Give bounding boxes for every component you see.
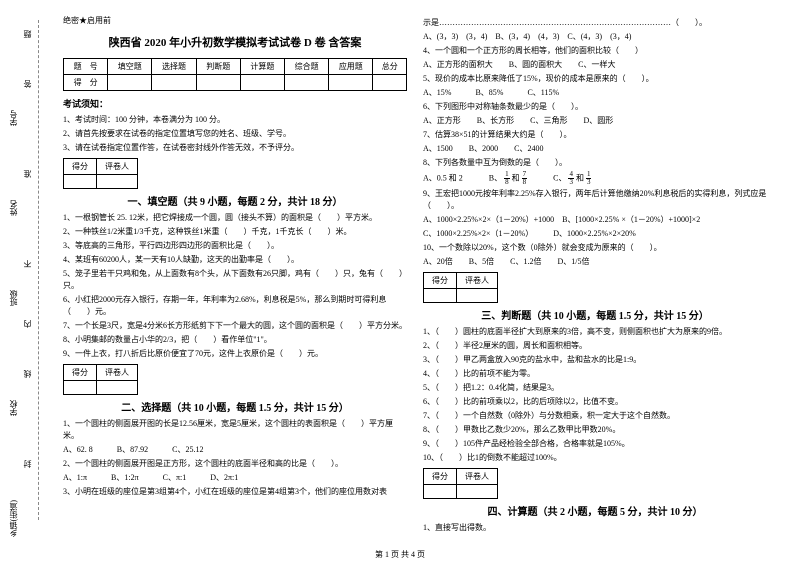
section-title: 三、判断题（共 10 小题，每题 1.5 分，共计 15 分） [423, 307, 767, 322]
binding-label: 班级 [8, 290, 19, 306]
binding-label: 学校 [8, 400, 19, 416]
q: 10、一个数除以20%，这个数（0除外）就会变成为原来的（ ）。 [423, 242, 767, 254]
binding-label: 题 [22, 30, 33, 38]
opts: A、(3，3) (3，4) B、(3，4) (4，3) C、(4，3) (3，4… [423, 31, 767, 43]
q: 4、一个圆和一个正方形的周长相等，他们的面积比较（ ） [423, 45, 767, 57]
notice-item: 2、请首先按要求在试卷的指定位置填写您的姓名、班级、学号。 [63, 128, 407, 139]
opts: A、1000×2.25%×2×（1－20%）+1000 B、[1000×2.25… [423, 214, 767, 226]
binding-label: 答 [22, 80, 33, 88]
th: 选择题 [152, 59, 196, 75]
q: 7、（ ）一个自然数（0除外）与分数相乘，积一定大于这个自然数。 [423, 410, 767, 422]
q: 2、（ ）半径2厘米的圆，周长和面积相等。 [423, 340, 767, 352]
th: 题 号 [64, 59, 108, 75]
q: 6、下列图形中对称轴条数最少的是（ ）。 [423, 101, 767, 113]
q: 9、（ ）105件产品经检验全部合格，合格率就是105%。 [423, 438, 767, 450]
binding-label: 封 [22, 460, 33, 468]
q: 1、一根钢管长 25. 12米，把它焊接成一个圆，圆（接头不算）的面积是（ ）平… [63, 212, 407, 224]
grader-table: 得分评卷人 [63, 158, 138, 189]
section-title: 一、填空题（共 9 小题，每题 2 分，共计 18 分） [63, 193, 407, 208]
q: 4、（ ）比的前项不能为零。 [423, 368, 767, 380]
opts: A、15% B、85% C、115% [423, 87, 767, 99]
grader-table: 得分评卷人 [423, 468, 498, 499]
opts: A、20倍 B、5倍 C、1.2倍 D、1/5倍 [423, 256, 767, 268]
binding-label: 线 [22, 370, 33, 378]
q: 1、一个圆柱的侧面展开图的长是12.56厘米，宽是5厘米，这个圆柱的表面积是（ … [63, 418, 407, 442]
section-title: 二、选择题（共 10 小题，每题 1.5 分，共计 15 分） [63, 399, 407, 414]
q: 9、一件上衣，打八折后比原价便宜了70元，这件上衣原价是（ ）元。 [63, 348, 407, 360]
th: 总分 [373, 59, 407, 75]
th: 判断题 [196, 59, 240, 75]
th: 综合题 [285, 59, 329, 75]
opts: A、正方形 B、长方形 C、三角形 D、圆形 [423, 115, 767, 127]
notice-item: 1、考试时间：100 分钟，本卷满分为 100 分。 [63, 114, 407, 125]
binding-label: 不 [22, 260, 33, 268]
th: 填空题 [108, 59, 152, 75]
q: 7、估算38×51的计算结果大约是（ ）。 [423, 129, 767, 141]
q: 10、（ ）比1的倒数不能超过100%。 [423, 452, 767, 464]
grader-table: 得分评卷人 [423, 272, 498, 303]
section-title: 四、计算题（共 2 小题，每题 5 分，共计 10 分） [423, 503, 767, 518]
q: 3、小明在班级的座位是第3组第4个，小红在班级的座位是第4组第3个，他们的座位用… [63, 486, 407, 498]
opts: A、1500 B、2000 C、2400 [423, 143, 767, 155]
opts: A、正方形的面积大 B、圆的面积大 C、一样大 [423, 59, 767, 71]
opts: C、1000×2.25%×2×（1－20%） D、1000×2.25%×2×20… [423, 228, 767, 240]
secret-label: 绝密★启用前 [63, 15, 407, 26]
q: 8、下列各数量中互为倒数的是（ ）。 [423, 157, 767, 169]
right-column: 示是……………………………………………………………………………（ ）。 A、(3… [415, 15, 775, 525]
q: 2、一个圆柱的侧面展开图是正方形，这个圆柱的底面半径和高的比是（ ）。 [63, 458, 407, 470]
q: 1、（ ）圆柱的底面半径扩大到原来的3倍，高不变，则侧面积也扩大为原来的9倍。 [423, 326, 767, 338]
page-footer: 第 1 页 共 4 页 [0, 549, 800, 560]
q: 6、小红把2000元存入银行，存期一年，年利率为2.68%，利息税是5%，那么到… [63, 294, 407, 318]
q: 8、（ ）甲数比乙数少20%，那么乙数甲比甲数20%。 [423, 424, 767, 436]
q: 7、一个长是3尺，宽是4分米6长方形纸剪下下一个最大的圆，这个圆的面积是（ ）平… [63, 320, 407, 332]
binding-label: 学号 [8, 110, 19, 126]
left-column: 绝密★启用前 陕西省 2020 年小升初数学模拟考试试卷 D 卷 含答案 题 号… [55, 15, 415, 525]
q: 6、（ ）比的前项乘以2，比的后项除以2，比值不变。 [423, 396, 767, 408]
q: 5、现价的成本比原来降低了15%，现价的成本是原来的（ ）。 [423, 73, 767, 85]
opts: A、1:π B、1:2π C、π:1 D、2π:1 [63, 472, 407, 484]
q: 5、（ ）把1.2：0.4化简，结果是3。 [423, 382, 767, 394]
q: 2、一种铁丝1/2米重1/3千克，这种铁丝1米重（ ）千克，1千克长（ ）米。 [63, 226, 407, 238]
q: 3、等底高的三角形，平行四边形四边形的面积比是（ ）。 [63, 240, 407, 252]
th: 计算题 [240, 59, 284, 75]
q: 5、笼子里若干只鸡和兔，从上面数有8个头，从下面数有26只脚，鸡有（ ）只，兔有… [63, 268, 407, 292]
binding-label: 内 [22, 320, 33, 328]
q: 9、王宏把1000元按年利率2.25%存入银行，两年后计算他缴纳20%利息税后的… [423, 188, 767, 212]
th: 应用题 [329, 59, 373, 75]
exam-title: 陕西省 2020 年小升初数学模拟考试试卷 D 卷 含答案 [63, 34, 407, 50]
score-table: 题 号 填空题 选择题 判断题 计算题 综合题 应用题 总分 得 分 [63, 58, 407, 91]
grader-table: 得分评卷人 [63, 364, 138, 395]
binding-label: 准 [22, 170, 33, 178]
notice-title: 考试须知： [63, 97, 407, 110]
notice-item: 3、请在试卷指定位置作答，在试卷密封线外作答无效，不予评分。 [63, 142, 407, 153]
q: 3、（ ）甲乙两盒放入90克的盐水中，盐和盐水的比是1:9。 [423, 354, 767, 366]
binding-line [38, 20, 39, 520]
q: 1、直接写出得数。 [423, 522, 767, 534]
binding-label: 乡镇(街道) [8, 500, 19, 537]
q: 8、小明集邮的数量占小华的2/3，把（ ）看作单位"1"。 [63, 334, 407, 346]
q: 4、某班有60200人，某一天有10人缺勤，这天的出勤率是（ ）。 [63, 254, 407, 266]
opts: A、62. 8 B、87.92 C、25.12 [63, 444, 407, 456]
opts: A、0.5 和 2 B、 18 和 78 C、 43 和 13 [423, 171, 767, 186]
score-label: 得 分 [64, 75, 108, 91]
binding-label: 姓名 [8, 200, 19, 216]
q: 示是……………………………………………………………………………（ ）。 [423, 17, 767, 29]
